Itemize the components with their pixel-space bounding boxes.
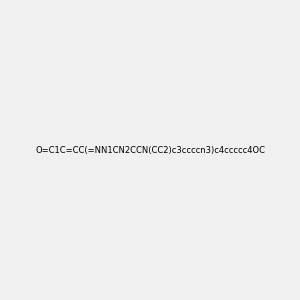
Text: O=C1C=CC(=NN1CN2CCN(CC2)c3ccccn3)c4ccccc4OC: O=C1C=CC(=NN1CN2CCN(CC2)c3ccccn3)c4ccccc… — [35, 146, 265, 154]
